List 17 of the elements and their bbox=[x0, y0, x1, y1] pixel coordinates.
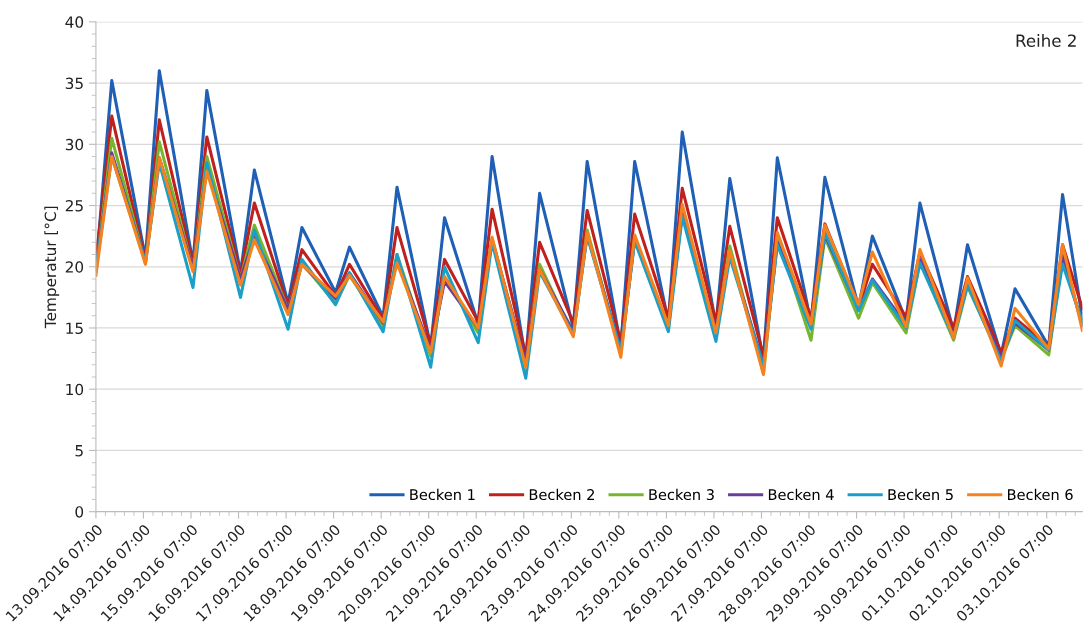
y-tick-label: 5 bbox=[75, 445, 83, 457]
legend-label: Becken 6 bbox=[1008, 488, 1073, 501]
annotation: Reihe 2 bbox=[1016, 34, 1076, 47]
y-tick-label: 10 bbox=[66, 383, 84, 396]
legend-label: Becken 1 bbox=[410, 488, 475, 501]
y-tick-label: 20 bbox=[65, 261, 84, 273]
y-tick-label: 30 bbox=[65, 138, 84, 151]
legend-label: Becken 2 bbox=[529, 488, 594, 501]
y-tick-label: 40 bbox=[65, 16, 84, 28]
legend-label: Becken 5 bbox=[888, 488, 953, 501]
y-axis-title: Temperatur [°C] bbox=[44, 206, 60, 329]
y-tick-label: 35 bbox=[65, 77, 83, 90]
y-tick-label: 0 bbox=[75, 506, 84, 518]
y-tick-label: 15 bbox=[66, 322, 83, 335]
legend-label: Becken 3 bbox=[649, 488, 714, 501]
y-tick-label: 25 bbox=[65, 200, 83, 212]
legend-label: Becken 4 bbox=[768, 488, 834, 501]
